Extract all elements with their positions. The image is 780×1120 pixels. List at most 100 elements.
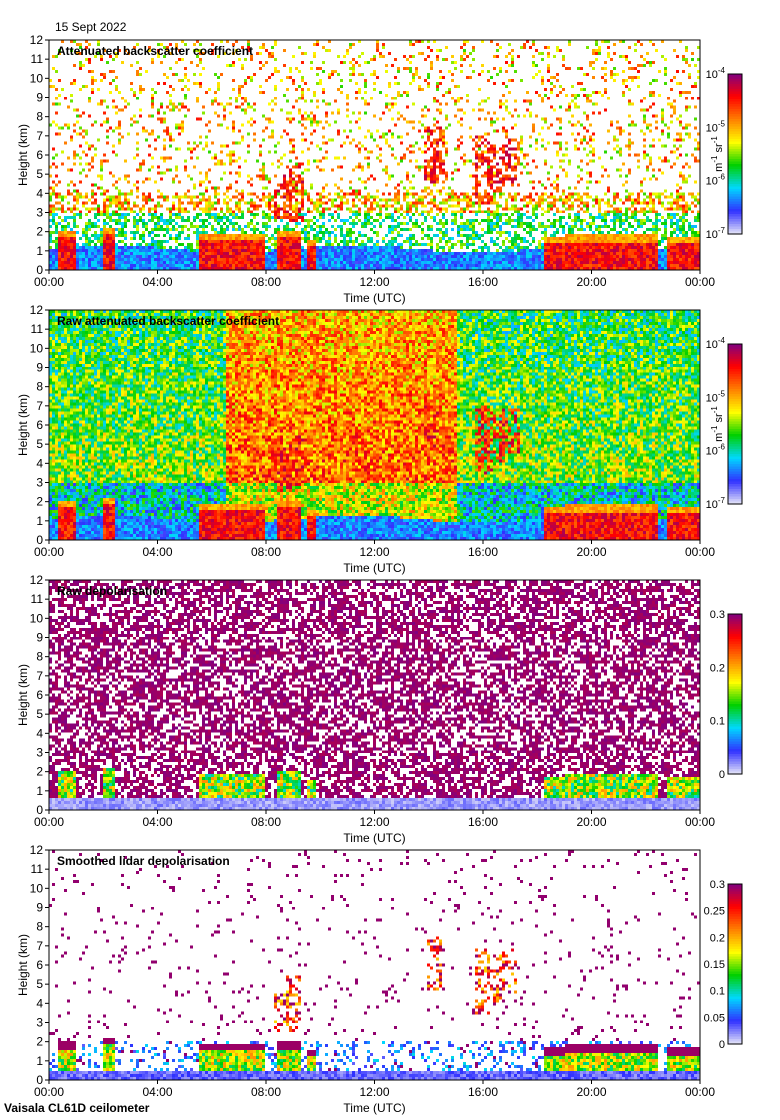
y-tick-label: 1 — [36, 514, 43, 528]
colorbar-step — [728, 694, 742, 698]
panel-4: Smoothed lidar depolarisation01234567891… — [16, 843, 743, 1115]
colorbar-step — [728, 354, 742, 358]
x-tick-label: 00:00 — [34, 815, 64, 829]
colorbar-step — [728, 89, 742, 93]
colorbar-step — [728, 729, 742, 733]
colorbar-step — [728, 916, 742, 920]
colorbar-step — [728, 111, 742, 115]
panel-title: Raw depolarisation — [57, 584, 167, 598]
colorbar-step — [728, 166, 742, 170]
x-axis-label: Time (UTC) — [343, 291, 405, 305]
colorbar-step — [728, 961, 742, 965]
y-tick-label: 12 — [30, 303, 44, 317]
colorbar-step — [728, 174, 742, 178]
colorbar-step — [728, 989, 742, 993]
y-tick-label: 8 — [36, 920, 43, 934]
x-tick-label: 20:00 — [576, 1085, 606, 1099]
colorbar-tick-label: 0.05 — [704, 1012, 725, 1024]
y-tick-label: 11 — [31, 52, 44, 66]
y-tick-label: 0 — [36, 1073, 43, 1087]
colorbar-step — [728, 439, 742, 443]
colorbar-step — [728, 911, 742, 915]
colorbar-step — [728, 884, 742, 888]
colorbar-step — [728, 664, 742, 668]
y-tick-label: 12 — [30, 573, 44, 587]
colorbar-tick-label: 10-6 — [706, 173, 726, 188]
y-tick-label: 5 — [36, 977, 43, 991]
colorbar-step — [728, 184, 742, 188]
colorbar-step — [728, 676, 742, 680]
x-tick-label: 04:00 — [142, 545, 172, 559]
colorbar-step — [728, 436, 742, 440]
colorbar-step — [728, 739, 742, 743]
colorbar-frame — [727, 613, 743, 775]
colorbar-step — [728, 661, 742, 665]
colorbar-step — [728, 396, 742, 400]
x-tick-label: 04:00 — [142, 815, 172, 829]
colorbar-step — [728, 659, 742, 663]
colorbar-step — [728, 191, 742, 195]
colorbar-tick-label: 0 — [719, 1039, 725, 1051]
colorbar-step — [728, 496, 742, 500]
colorbar-step — [728, 164, 742, 168]
colorbar-step — [728, 131, 742, 135]
y-tick-label: 0 — [36, 533, 43, 547]
y-tick-label: 9 — [36, 901, 43, 915]
colorbar-step — [728, 431, 742, 435]
colorbar-step — [728, 79, 742, 83]
colorbar-step — [728, 391, 742, 395]
x-tick-label: 20:00 — [576, 545, 606, 559]
x-tick-label: 00:00 — [685, 1085, 715, 1099]
colorbar-step — [728, 621, 742, 625]
y-tick-label: 4 — [36, 726, 43, 740]
y-tick-label: 10 — [30, 881, 44, 895]
heatmap-image — [49, 40, 700, 270]
colorbar-step — [728, 1004, 742, 1008]
colorbar-step — [728, 1026, 742, 1030]
colorbar-step — [728, 731, 742, 735]
colorbar-frame — [727, 343, 743, 505]
colorbar-step — [728, 901, 742, 905]
colorbar-step — [728, 129, 742, 133]
y-tick-label: 4 — [36, 996, 43, 1010]
y-tick-label: 2 — [36, 765, 43, 779]
colorbar-step — [728, 719, 742, 723]
y-tick-label: 1 — [36, 784, 43, 798]
colorbar-step — [728, 181, 742, 185]
y-tick-label: 10 — [30, 71, 44, 85]
colorbar-step — [728, 969, 742, 973]
colorbar-step — [728, 699, 742, 703]
colorbar-step — [728, 136, 742, 140]
colorbar-step — [728, 689, 742, 693]
x-tick-label: 00:00 — [34, 275, 64, 289]
colorbar-step — [728, 206, 742, 210]
colorbar-step — [728, 371, 742, 375]
colorbar-step — [728, 894, 742, 898]
colorbar-step — [728, 366, 742, 370]
colorbar-step — [728, 421, 742, 425]
y-tick-label: 0 — [36, 263, 43, 277]
colorbar-step — [728, 956, 742, 960]
colorbar-step — [728, 954, 742, 958]
colorbar-step — [728, 186, 742, 190]
colorbar-step — [728, 469, 742, 473]
colorbar-tick-label: 10-6 — [706, 443, 726, 458]
colorbar-step — [728, 84, 742, 88]
colorbar-step — [728, 171, 742, 175]
colorbar-step — [728, 409, 742, 413]
colorbar-step — [728, 349, 742, 353]
colorbar-step — [728, 489, 742, 493]
colorbar-step — [728, 189, 742, 193]
colorbar-step — [728, 151, 742, 155]
y-tick-label: 3 — [36, 746, 43, 760]
colorbar-step — [728, 211, 742, 215]
x-tick-label: 20:00 — [576, 275, 606, 289]
colorbar-step — [728, 649, 742, 653]
colorbar-step — [728, 614, 742, 618]
y-tick-label: 4 — [36, 186, 43, 200]
colorbar-step — [728, 951, 742, 955]
colorbar-step — [728, 139, 742, 143]
colorbar-tick-label: 0.2 — [710, 932, 725, 944]
colorbar-step — [728, 986, 742, 990]
